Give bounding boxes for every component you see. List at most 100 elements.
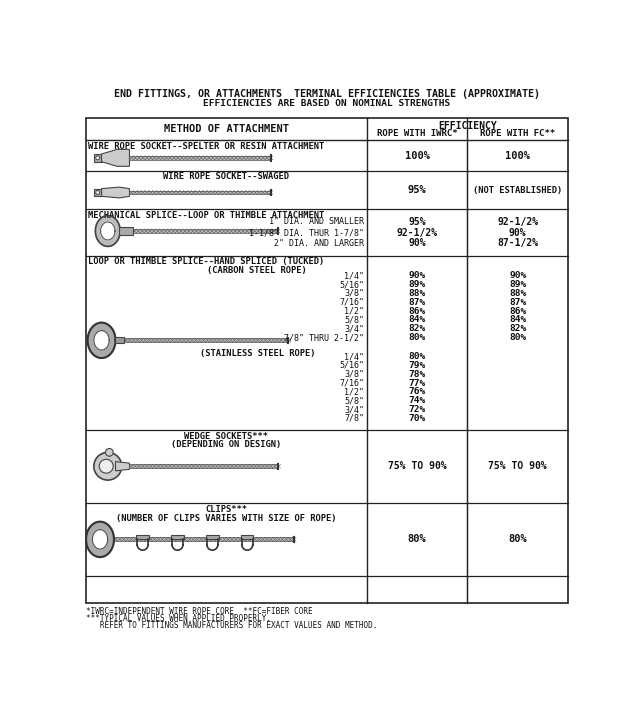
Polygon shape — [100, 222, 115, 240]
Text: 100%: 100% — [505, 151, 530, 160]
Polygon shape — [102, 187, 130, 198]
Text: 1/4": 1/4" — [344, 271, 364, 280]
Text: 3/4": 3/4" — [344, 324, 364, 334]
Text: 95%: 95% — [408, 217, 426, 227]
Circle shape — [94, 452, 121, 480]
Text: 87%: 87% — [509, 298, 527, 307]
Text: 92-1/2%: 92-1/2% — [497, 217, 538, 227]
Text: 80%: 80% — [509, 333, 527, 342]
Text: 2" DIA. AND LARGER: 2" DIA. AND LARGER — [274, 239, 364, 248]
Text: 75% TO 90%: 75% TO 90% — [488, 461, 547, 471]
Text: 1/4": 1/4" — [344, 352, 364, 361]
Circle shape — [99, 460, 113, 473]
Text: EFFICIENCY: EFFICIENCY — [438, 121, 497, 131]
Text: 90%: 90% — [509, 271, 527, 280]
Text: MECHANICAL SPLICE--LOOP OR THIMBLE ATTACHMENT: MECHANICAL SPLICE--LOOP OR THIMBLE ATTAC… — [88, 211, 325, 220]
Text: CLIPS***: CLIPS*** — [205, 505, 247, 514]
Text: 72%: 72% — [408, 405, 426, 414]
Text: 92-1/2%: 92-1/2% — [396, 228, 438, 238]
Text: 75% TO 90%: 75% TO 90% — [388, 461, 447, 471]
Bar — [119, 227, 132, 235]
Text: 5/16": 5/16" — [339, 361, 364, 370]
Text: (STAINLESS STEEL ROPE): (STAINLESS STEEL ROPE) — [199, 349, 315, 358]
Text: 7/16": 7/16" — [339, 378, 364, 388]
Text: WEDGE SOCKETS***: WEDGE SOCKETS*** — [184, 432, 268, 441]
Text: 100%: 100% — [404, 151, 429, 160]
Bar — [137, 535, 149, 539]
Text: 88%: 88% — [408, 289, 426, 298]
Circle shape — [105, 449, 113, 456]
Text: ***TYPICAL VALUES WHEN APPLIED PROPERLY.: ***TYPICAL VALUES WHEN APPLIED PROPERLY. — [86, 613, 271, 623]
Text: 74%: 74% — [408, 397, 426, 405]
Bar — [114, 537, 294, 542]
Bar — [130, 191, 270, 194]
Bar — [130, 464, 278, 468]
Text: 3/8": 3/8" — [344, 289, 364, 298]
Text: 84%: 84% — [509, 315, 527, 324]
Text: (CARBON STEEL ROPE): (CARBON STEEL ROPE) — [208, 266, 307, 276]
Text: 82%: 82% — [509, 324, 527, 334]
Bar — [94, 188, 102, 196]
Bar — [86, 117, 568, 603]
Text: 7/8": 7/8" — [344, 414, 364, 423]
Text: 80%: 80% — [509, 534, 527, 544]
Text: ROPE WITH FC**: ROPE WITH FC** — [480, 129, 555, 138]
Text: 90%: 90% — [408, 271, 426, 280]
Bar — [115, 337, 124, 344]
Text: 7/16": 7/16" — [339, 298, 364, 307]
Text: 80%: 80% — [408, 333, 426, 342]
Text: WIRE ROPE SOCKET--SWAGED: WIRE ROPE SOCKET--SWAGED — [164, 173, 289, 181]
Text: 86%: 86% — [408, 307, 426, 315]
Polygon shape — [95, 215, 120, 247]
Text: 1/2": 1/2" — [344, 307, 364, 315]
Text: 5/8": 5/8" — [344, 315, 364, 324]
Polygon shape — [102, 149, 130, 166]
Bar — [94, 154, 102, 162]
Text: 88%: 88% — [509, 289, 527, 298]
Text: 1-1/8" DIA. THUR 1-7/8": 1-1/8" DIA. THUR 1-7/8" — [249, 228, 364, 237]
Text: 70%: 70% — [408, 414, 426, 423]
Polygon shape — [88, 323, 116, 358]
Text: 90%: 90% — [509, 228, 527, 238]
Text: 87%: 87% — [408, 298, 426, 307]
Text: 84%: 84% — [408, 315, 426, 324]
Text: 79%: 79% — [408, 361, 426, 370]
Bar — [132, 229, 278, 233]
Bar — [206, 535, 219, 539]
Text: 5/16": 5/16" — [339, 280, 364, 289]
Text: 87-1/2%: 87-1/2% — [497, 239, 538, 248]
Bar — [171, 535, 184, 539]
Text: *IWRC=INDEPENDENT WIRE ROPE CORE  **FC=FIBER CORE: *IWRC=INDEPENDENT WIRE ROPE CORE **FC=FI… — [86, 607, 312, 616]
Text: 3/8": 3/8" — [344, 370, 364, 378]
Circle shape — [96, 156, 100, 160]
Bar — [130, 156, 270, 160]
Polygon shape — [116, 462, 130, 471]
Text: 82%: 82% — [408, 324, 426, 334]
Text: 76%: 76% — [408, 387, 426, 397]
Text: END FITTINGS, OR ATTACHMENTS  TERMINAL EFFICIENCIES TABLE (APPROXIMATE): END FITTINGS, OR ATTACHMENTS TERMINAL EF… — [114, 89, 540, 99]
Text: 3/4": 3/4" — [344, 405, 364, 414]
Text: 1/2": 1/2" — [344, 387, 364, 397]
Text: REFER TO FITTINGS MANUFACTURERS FOR EXACT VALUES AND METHOD.: REFER TO FITTINGS MANUFACTURERS FOR EXAC… — [86, 621, 378, 629]
Text: 78%: 78% — [408, 370, 426, 378]
Circle shape — [96, 191, 100, 194]
Text: ROPE WITH IWRC*: ROPE WITH IWRC* — [376, 129, 458, 138]
Text: EFFICIENCIES ARE BASED ON NOMINAL STRENGTHS: EFFICIENCIES ARE BASED ON NOMINAL STRENG… — [203, 99, 450, 107]
Text: LOOP OR THIMBLE SPLICE--HAND SPLICED (TUCKED): LOOP OR THIMBLE SPLICE--HAND SPLICED (TU… — [88, 257, 325, 266]
Text: (DEPENDING ON DESIGN): (DEPENDING ON DESIGN) — [171, 440, 281, 450]
Text: 80%: 80% — [408, 352, 426, 361]
Text: 77%: 77% — [408, 378, 426, 388]
Text: 5/8": 5/8" — [344, 397, 364, 405]
Text: (NUMBER OF CLIPS VARIES WITH SIZE OF ROPE): (NUMBER OF CLIPS VARIES WITH SIZE OF ROP… — [116, 513, 337, 523]
Text: 89%: 89% — [408, 280, 426, 289]
Text: 86%: 86% — [509, 307, 527, 315]
Polygon shape — [94, 331, 109, 350]
Text: WIRE ROPE SOCKET--SPELTER OR RESIN ATTACHMENT: WIRE ROPE SOCKET--SPELTER OR RESIN ATTAC… — [88, 141, 325, 151]
Text: (NOT ESTABLISHED): (NOT ESTABLISHED) — [473, 186, 562, 195]
Bar — [241, 535, 254, 539]
Text: 80%: 80% — [408, 534, 426, 544]
Text: 95%: 95% — [408, 185, 426, 195]
Bar — [124, 339, 288, 342]
Polygon shape — [93, 530, 108, 549]
Polygon shape — [86, 522, 114, 557]
